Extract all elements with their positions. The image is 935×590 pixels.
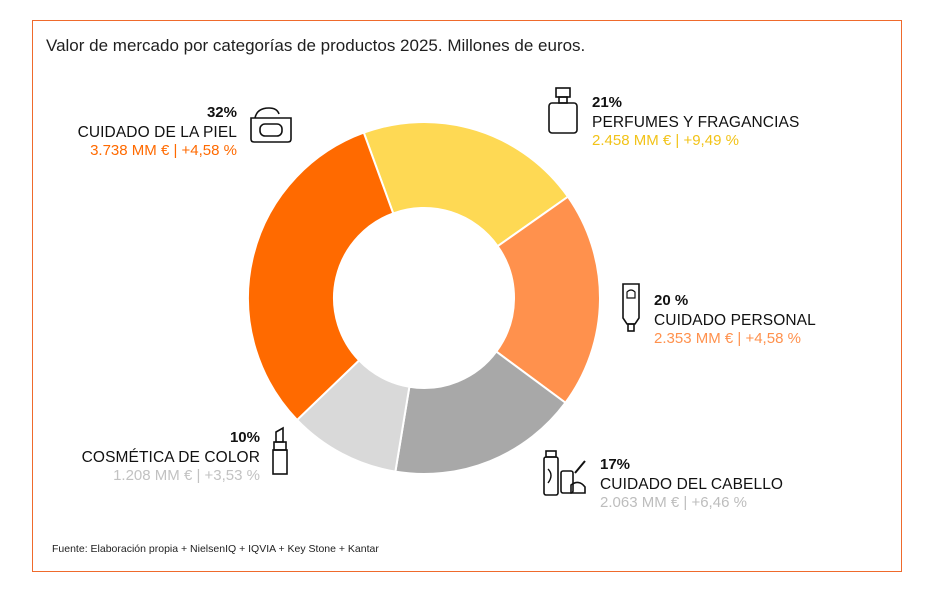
slice-pct-label: 20 % [654,292,689,309]
slice-value-label: 2.063 MM € | +6,46 % [600,494,747,512]
chart-frame [32,20,902,572]
donut-slice-1 [494,195,601,405]
slice-pct-label: 21% [592,94,623,111]
label-cuidado-piel: 32% CUIDADO DE LA PIEL 3.738 MM € | +4,5… [78,104,237,161]
slice-value-label: 2.353 MM € | +4,58 % [654,330,801,348]
label-cuidado-cabello: 17% CUIDADO DEL CABELLO 2.063 MM € | +6,… [600,456,783,513]
slice-pct-label: 17% [600,456,631,473]
perfume-bottle-icon [548,87,578,134]
slice-value-label: 3.738 MM € | +4,58 % [90,142,237,160]
slice-name-label: COSMÉTICA DE COLOR [81,448,260,466]
slice-value-label: 1.208 MM € | +3,53 % [113,467,260,485]
chart-title: Valor de mercado por categorías de produ… [46,36,586,55]
slice-name-label: CUIDADO DEL CABELLO [600,475,784,493]
slice-pct-label: 10% [229,429,260,446]
donut-slice-2 [394,350,567,475]
hair-products-icon [543,450,586,496]
slice-name-label: PERFUMES Y FRAGANCIAS [592,113,800,131]
label-cuidado-personal: 20 % CUIDADO PERSONAL 2.353 MM € | +4,58… [654,292,816,349]
slice-name-label: CUIDADO PERSONAL [654,311,816,329]
toothpaste-tube-icon [622,283,640,332]
source-note: Fuente: Elaboración propia + NielsenIQ +… [52,543,379,555]
cream-jar-icon [250,107,292,143]
slice-pct-label: 32% [206,104,237,121]
label-perfumes: 21% PERFUMES Y FRAGANCIAS 2.458 MM € | +… [592,94,799,151]
donut-slice-4 [247,131,395,422]
slice-value-label: 2.458 MM € | +9,49 % [592,132,739,150]
slice-name-label: CUIDADO DE LA PIEL [77,123,237,141]
label-cosmetica-color: 10% COSMÉTICA DE COLOR 1.208 MM € | +3,5… [82,429,260,486]
lipstick-icon [272,426,288,475]
donut-slice-0 [362,121,570,248]
